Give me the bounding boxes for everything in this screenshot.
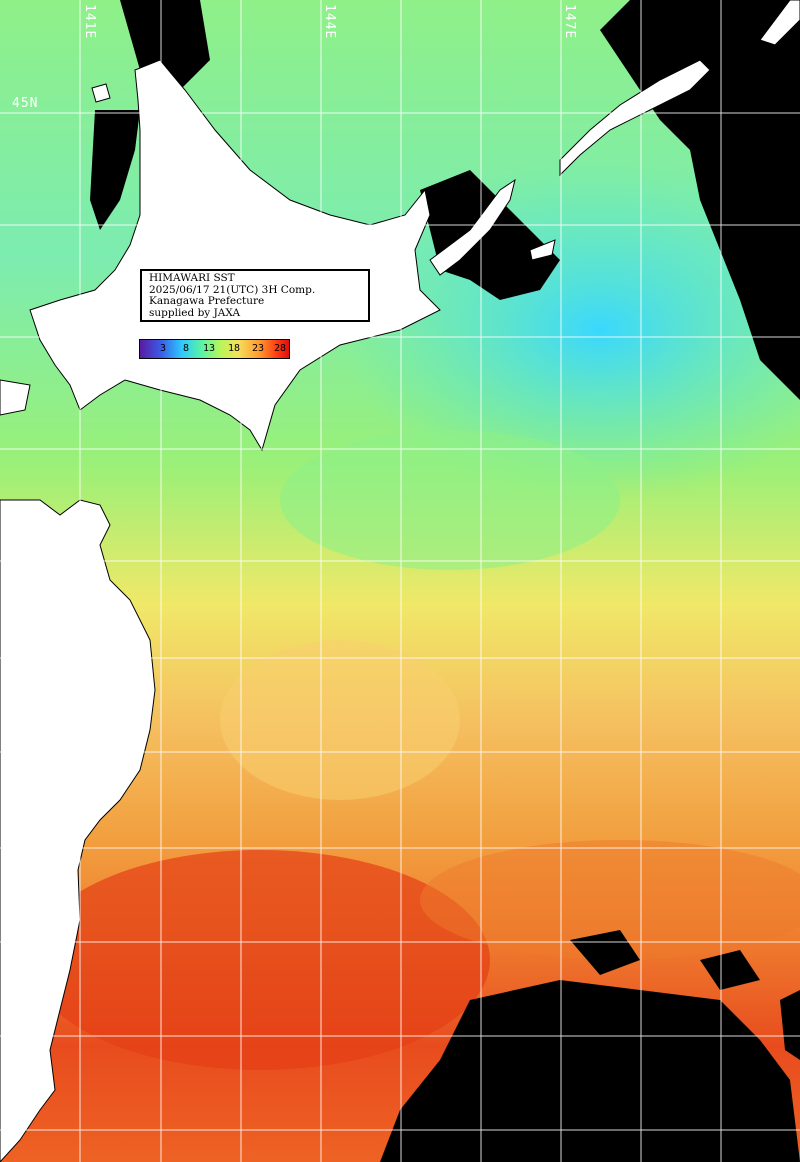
- shikotan-island: [529, 239, 556, 261]
- oshima-peninsula: [0, 379, 31, 416]
- color-legend: 3 8 13 18 23 28: [139, 339, 290, 359]
- info-datetime: 2025/06/17 21(UTC) 3H Comp.: [149, 283, 316, 296]
- warm-eddy: [220, 640, 460, 800]
- warm-water-south: [420, 840, 800, 960]
- legend-tick-8: 8: [183, 343, 190, 354]
- legend-tick-28: 28: [274, 343, 287, 354]
- kunashiri-island: [429, 178, 516, 276]
- honshu-land: [0, 499, 156, 1162]
- etorofu-island: [559, 59, 711, 177]
- hot-water-region: [30, 850, 490, 1070]
- lon-label-141e: 141E: [82, 4, 97, 40]
- legend-tick-23: 23: [252, 343, 265, 354]
- info-title: HIMAWARI SST: [149, 272, 235, 284]
- info-prefecture: Kanagawa Prefecture: [149, 295, 265, 307]
- legend-tick-3: 3: [160, 343, 167, 354]
- lon-label-147e: 147E: [562, 4, 577, 40]
- rishiri-island: [91, 83, 111, 103]
- legend-tick-13: 13: [203, 343, 216, 354]
- lat-label-45n: 45N: [12, 96, 39, 111]
- info-box: HIMAWARI SST 2025/06/17 21(UTC) 3H Comp.…: [140, 269, 370, 322]
- lon-label-144e: 144E: [322, 4, 337, 40]
- cool-eddy: [280, 430, 620, 570]
- legend-tick-18: 18: [228, 343, 241, 354]
- sakhalin-land: [759, 0, 800, 46]
- hokkaido-land: [29, 59, 441, 452]
- info-supplier: supplied by JAXA: [149, 306, 241, 319]
